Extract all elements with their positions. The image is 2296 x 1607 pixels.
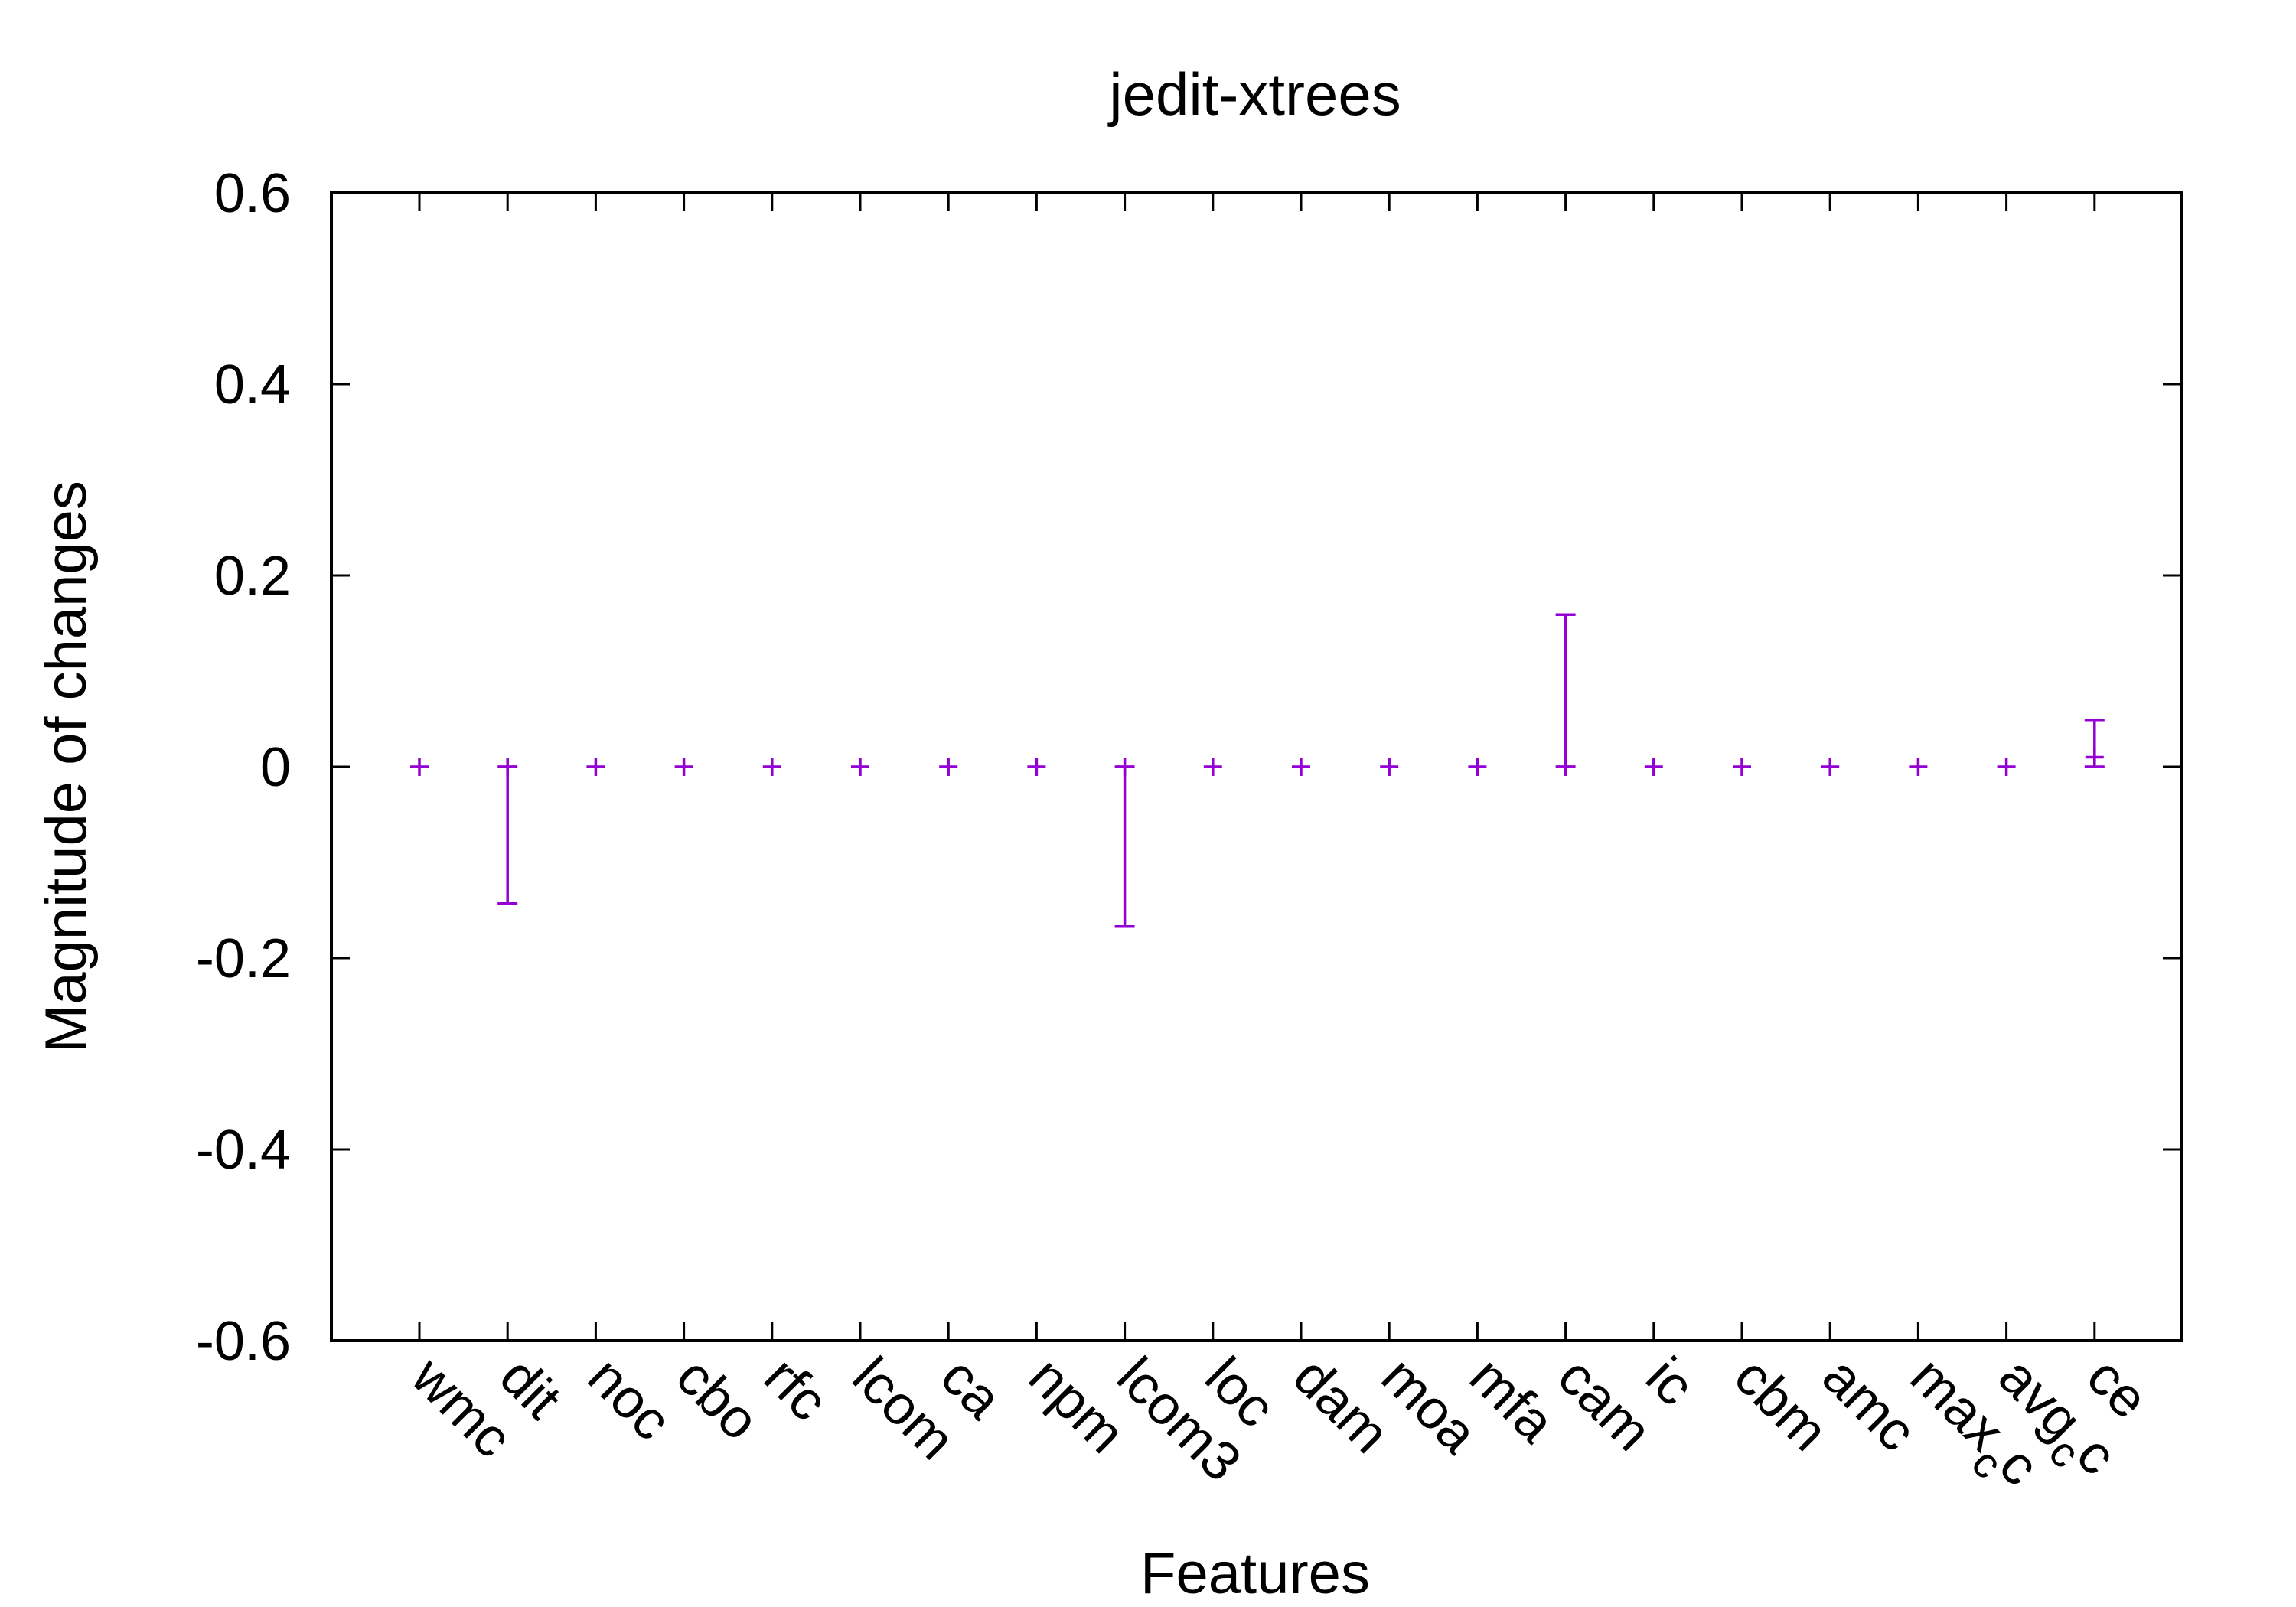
data-point-group bbox=[1292, 758, 1310, 776]
chart-title: jedit-xtrees bbox=[1107, 60, 1401, 128]
data-point-group bbox=[410, 758, 429, 776]
y-tick-label: 0.6 bbox=[214, 163, 291, 224]
data-marks bbox=[410, 613, 2105, 928]
x-tick-label: wmc bbox=[400, 1345, 523, 1469]
data-point-group bbox=[1644, 758, 1663, 776]
data-point-group bbox=[1114, 758, 1135, 928]
data-point-group bbox=[1821, 758, 1840, 776]
x-tick-label: noc bbox=[576, 1346, 683, 1452]
data-point-group bbox=[2084, 719, 2105, 768]
data-point-group bbox=[1997, 758, 2016, 776]
x-tick-label: lcom bbox=[841, 1346, 967, 1472]
data-point-group bbox=[1468, 758, 1487, 776]
y-tick-label: 0.2 bbox=[214, 546, 291, 607]
x-tick-label: amc bbox=[1811, 1346, 1928, 1463]
data-point-group bbox=[497, 758, 518, 905]
data-point-group bbox=[851, 758, 869, 776]
x-axis-title: Features bbox=[1140, 1541, 1370, 1606]
data-point-group bbox=[1555, 613, 1576, 776]
data-point-group bbox=[1380, 758, 1399, 776]
x-tick-label: rfc bbox=[752, 1346, 839, 1433]
x-tick-label: mfa bbox=[1458, 1346, 1567, 1455]
y-tick-label: -0.2 bbox=[196, 928, 291, 989]
x-tick-label: moa bbox=[1370, 1346, 1489, 1465]
x-tick-label: cbm bbox=[1723, 1346, 1840, 1463]
y-axis-title: Magnitude of changes bbox=[34, 481, 99, 1053]
data-point-group bbox=[1909, 758, 1928, 776]
x-tick-label: cam bbox=[1546, 1346, 1663, 1463]
x-tick-label: cbo bbox=[664, 1346, 771, 1452]
y-tick-label: -0.6 bbox=[196, 1311, 291, 1372]
data-point-group bbox=[1203, 758, 1222, 776]
data-point-group bbox=[939, 758, 958, 776]
data-point-group bbox=[762, 758, 781, 776]
data-point-group bbox=[1027, 758, 1046, 776]
y-axis: 0.6 0.4 0.2 0 -0.2 -0.4 -0.6 bbox=[196, 163, 2181, 1372]
x-tick-label: ce bbox=[2075, 1346, 2159, 1430]
y-tick-label: 0.4 bbox=[214, 354, 291, 416]
y-tick-label: 0 bbox=[260, 737, 291, 798]
data-point-group bbox=[586, 758, 605, 776]
data-point-group bbox=[674, 758, 693, 776]
y-tick-label: -0.4 bbox=[196, 1120, 291, 1181]
data-point-group bbox=[1733, 758, 1751, 776]
x-tick-label: npm bbox=[1017, 1346, 1137, 1465]
x-tick-label: dam bbox=[1282, 1346, 1401, 1465]
plot-frame bbox=[330, 191, 2183, 1342]
